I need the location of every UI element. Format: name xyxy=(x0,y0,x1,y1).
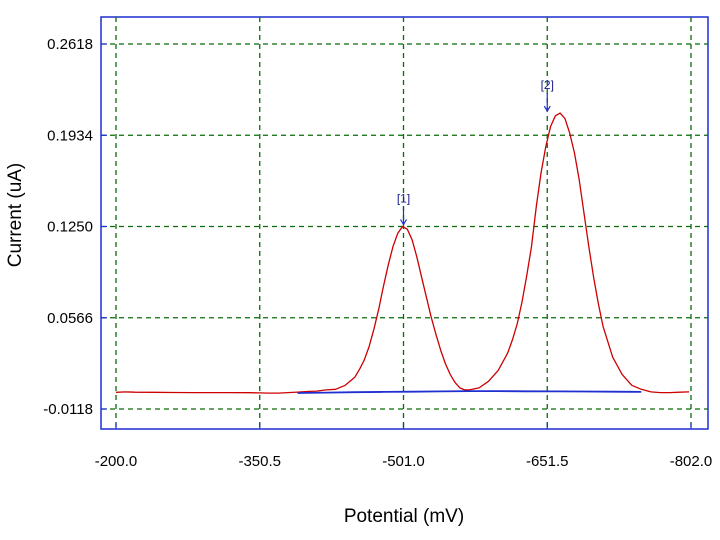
series-line-sample xyxy=(115,112,690,394)
grid xyxy=(101,17,708,429)
peak-arrow-head xyxy=(543,105,551,113)
y-axis-title: Current (uA) xyxy=(5,163,26,268)
y-tick-label: 0.2618 xyxy=(47,36,93,53)
x-tick-label: -200.0 xyxy=(95,453,138,470)
peak-label: [1] xyxy=(397,192,410,206)
series-line-baseline xyxy=(297,390,642,394)
y-tick-label: -0.0118 xyxy=(43,401,93,418)
peak-label: [2] xyxy=(541,78,554,92)
peak-arrow-head xyxy=(399,219,408,226)
x-tick-label: -651.5 xyxy=(526,453,569,470)
series-lines xyxy=(115,112,690,394)
y-tick-label: 0.0566 xyxy=(47,310,93,327)
x-axis-ticks: -200.0 -350.5 -501.0 -651.5 -802.0 xyxy=(95,423,713,470)
y-axis-ticks: 0.2618 0.1934 0.1250 0.0566 -0.0118 xyxy=(43,36,107,418)
x-tick-label: -350.5 xyxy=(238,453,281,470)
peak-annotations: [1] [2] xyxy=(397,78,554,226)
x-tick-label: -501.0 xyxy=(382,453,425,470)
y-tick-label: 0.1934 xyxy=(47,127,93,144)
x-axis-title: Potential (mV) xyxy=(344,506,464,527)
x-tick-label: -802.0 xyxy=(670,453,713,470)
y-tick-label: 0.1250 xyxy=(47,219,93,236)
